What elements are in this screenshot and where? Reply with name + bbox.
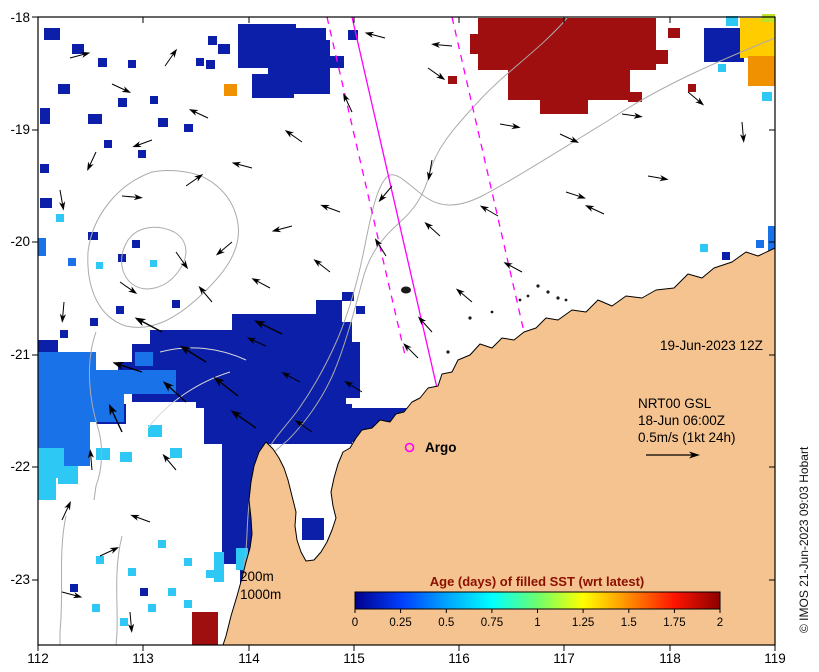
x-axis: 112 113 114 115 116 117 118 119 xyxy=(27,17,786,666)
x-axis-tick-label: 112 xyxy=(27,651,49,666)
y-axis-tick-label: -23 xyxy=(10,572,30,587)
colorbar-tick-marks xyxy=(354,609,721,613)
colorbar-tick-label: 0.5 xyxy=(438,617,454,629)
y-axis-tick-label: -19 xyxy=(10,122,30,137)
y-axis-tick-label: -22 xyxy=(10,459,30,474)
analysis-date-label: 19-Jun-2023 12Z xyxy=(660,338,763,353)
y-axis-tick-label: -18 xyxy=(10,10,30,25)
x-axis-tick-label: 115 xyxy=(343,651,365,666)
colorbar-tick-label: 2 xyxy=(717,617,723,629)
satellite-swath-edge-line-left xyxy=(326,16,406,356)
product-time-label: 18-Jun 06:00Z xyxy=(638,413,725,428)
plot-frame xyxy=(37,16,776,646)
satellite-swath-center-line xyxy=(351,16,438,389)
x-axis-tick-label: 116 xyxy=(448,651,470,666)
satellite-swath-lines xyxy=(326,16,525,389)
y-axis-tick-label: -20 xyxy=(10,234,30,249)
x-axis-tick-label: 113 xyxy=(132,651,154,666)
vector-scale-arrow xyxy=(646,451,700,459)
x-axis-tick-label: 117 xyxy=(553,651,575,666)
colorbar-title: Age (days) of filled SST (wrt latest) xyxy=(430,574,645,589)
contour-label-1000m: 1000m xyxy=(240,587,281,602)
x-axis-tick-label: 118 xyxy=(659,651,681,666)
product-name-label: NRT00 GSL xyxy=(638,396,712,411)
vector-scale-label: 0.5m/s (1kt 24h) xyxy=(638,430,736,445)
y-axis-tick-label: -21 xyxy=(10,347,30,362)
colorbar-tick-label: 0.75 xyxy=(481,617,503,629)
colorbar-tick-label: 1 xyxy=(534,617,540,629)
land-australia xyxy=(222,247,776,646)
contour-label-200m: 200m xyxy=(240,569,274,584)
x-axis-tick-label: 119 xyxy=(764,651,786,666)
colorbar-gradient xyxy=(354,591,721,610)
y-axis: -18 -19 -20 -21 -22 -23 xyxy=(10,10,775,587)
x-axis-tick-label: 114 xyxy=(238,651,260,666)
colorbar-tick-label: 0.25 xyxy=(389,617,411,629)
argo-label: Argo xyxy=(425,440,457,455)
islands xyxy=(401,284,568,354)
colorbar-tick-label: 1.75 xyxy=(663,617,685,629)
colorbar: Age (days) of filled SST (wrt latest) 0 … xyxy=(352,574,723,629)
colorbar-tick-label: 0 xyxy=(352,617,358,629)
satellite-swath-edge-line-right xyxy=(451,16,525,333)
colorbar-tick-label: 1.25 xyxy=(572,617,594,629)
colorbar-tick-label: 1.5 xyxy=(621,617,637,629)
argo-float-marker xyxy=(404,442,415,453)
copyright-label: © IMOS 21-Jun-2023 09:03 Hobart xyxy=(797,446,811,633)
